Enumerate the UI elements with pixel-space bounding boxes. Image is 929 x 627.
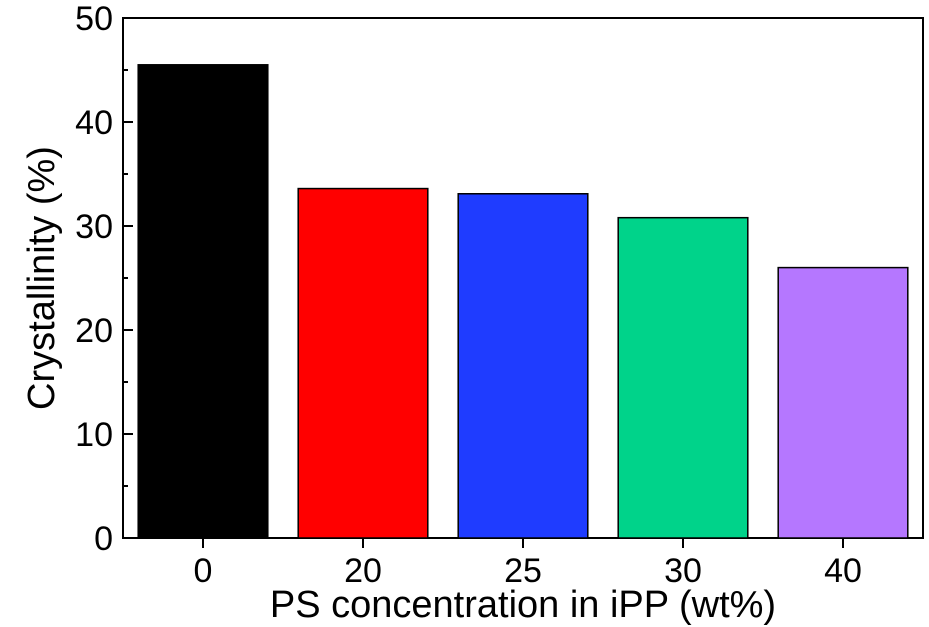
y-tick-label: 0 [94, 520, 113, 558]
x-tick-label: 20 [344, 552, 382, 590]
bars [137, 64, 909, 539]
y-axis-title: Crystallinity (%) [21, 146, 63, 410]
bar-0 [137, 64, 269, 539]
bar-40 [777, 266, 909, 539]
y-tick-label: 50 [75, 0, 113, 38]
x-tick-label: 40 [824, 552, 862, 590]
y-axis-ticks: 0 10 20 30 40 50 [75, 0, 133, 558]
x-tick-label: 25 [504, 552, 542, 590]
x-tick-label: 30 [664, 552, 702, 590]
x-axis-title: PS concentration in iPP (wt%) [270, 584, 776, 626]
x-axis-ticks: 0 20 25 30 40 [194, 538, 862, 590]
bar-20 [297, 187, 429, 539]
y-tick-label: 20 [75, 312, 113, 350]
y-tick-label: 40 [75, 104, 113, 142]
y-tick-label: 10 [75, 416, 113, 454]
bar-25 [457, 193, 589, 539]
bar-30 [617, 216, 749, 539]
x-tick-label: 0 [194, 552, 213, 590]
y-tick-label: 30 [75, 208, 113, 246]
